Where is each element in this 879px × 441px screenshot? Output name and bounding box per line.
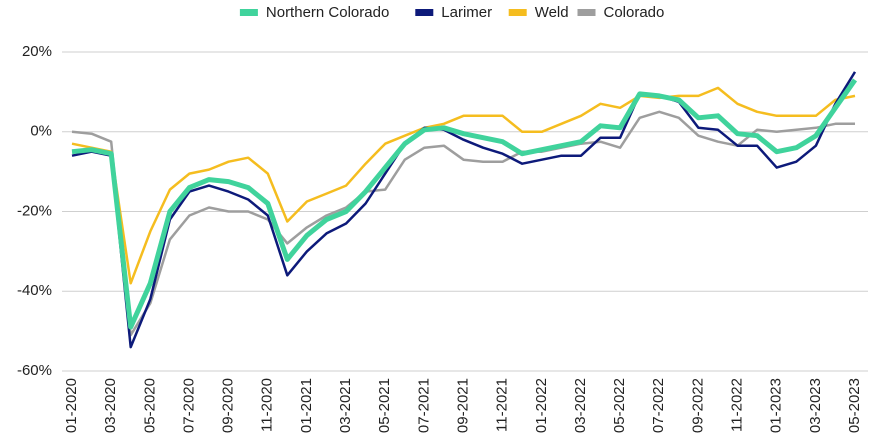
x-tick-label: 11-2021 — [494, 378, 511, 432]
x-tick-label: 03-2022 — [572, 378, 589, 433]
y-tick-label: 20% — [22, 43, 52, 60]
x-tick-label: 05-2020 — [141, 378, 158, 433]
legend-swatch — [577, 9, 596, 16]
legend-label: Weld — [535, 4, 569, 21]
series-line — [71, 78, 858, 330]
x-tick-label: 07-2020 — [180, 378, 197, 433]
x-tick-label: 05-2021 — [376, 378, 393, 433]
x-tick-label: 01-2023 — [768, 378, 785, 433]
legend-label: Northern Colorado — [266, 4, 389, 21]
series-line — [71, 71, 857, 349]
x-tick-label: 03-2023 — [807, 378, 824, 433]
y-tick-label: 0% — [30, 123, 52, 140]
x-tick-label: 01-2021 — [298, 378, 315, 433]
legend-swatch — [415, 9, 434, 16]
y-tick-label: -40% — [17, 282, 52, 299]
x-tick-label: 05-2022 — [611, 378, 628, 433]
x-tick-label: 09-2021 — [454, 378, 471, 433]
x-tick-label: 05-2023 — [846, 378, 863, 433]
x-tick-label: 11-2022 — [729, 378, 746, 432]
x-tick-label: 01-2022 — [533, 378, 550, 433]
y-tick-label: -20% — [17, 202, 52, 219]
x-tick-label: 09-2022 — [689, 378, 706, 433]
legend-swatch — [239, 9, 258, 16]
x-tick-label: 07-2021 — [415, 378, 432, 433]
y-tick-label: -60% — [17, 362, 52, 379]
legend-label: Colorado — [604, 4, 665, 21]
x-tick-label: 07-2022 — [650, 378, 667, 433]
x-tick-label: 11-2020 — [259, 378, 276, 432]
x-tick-label: 03-2021 — [337, 378, 354, 433]
series-line — [71, 86, 856, 285]
x-tick-label: 09-2020 — [220, 378, 237, 433]
x-tick-label: 01-2020 — [63, 378, 80, 433]
series-line — [71, 110, 855, 337]
x-tick-label: 03-2020 — [102, 378, 119, 433]
legend-swatch — [508, 9, 527, 16]
legend-label: Larimer — [441, 4, 492, 21]
